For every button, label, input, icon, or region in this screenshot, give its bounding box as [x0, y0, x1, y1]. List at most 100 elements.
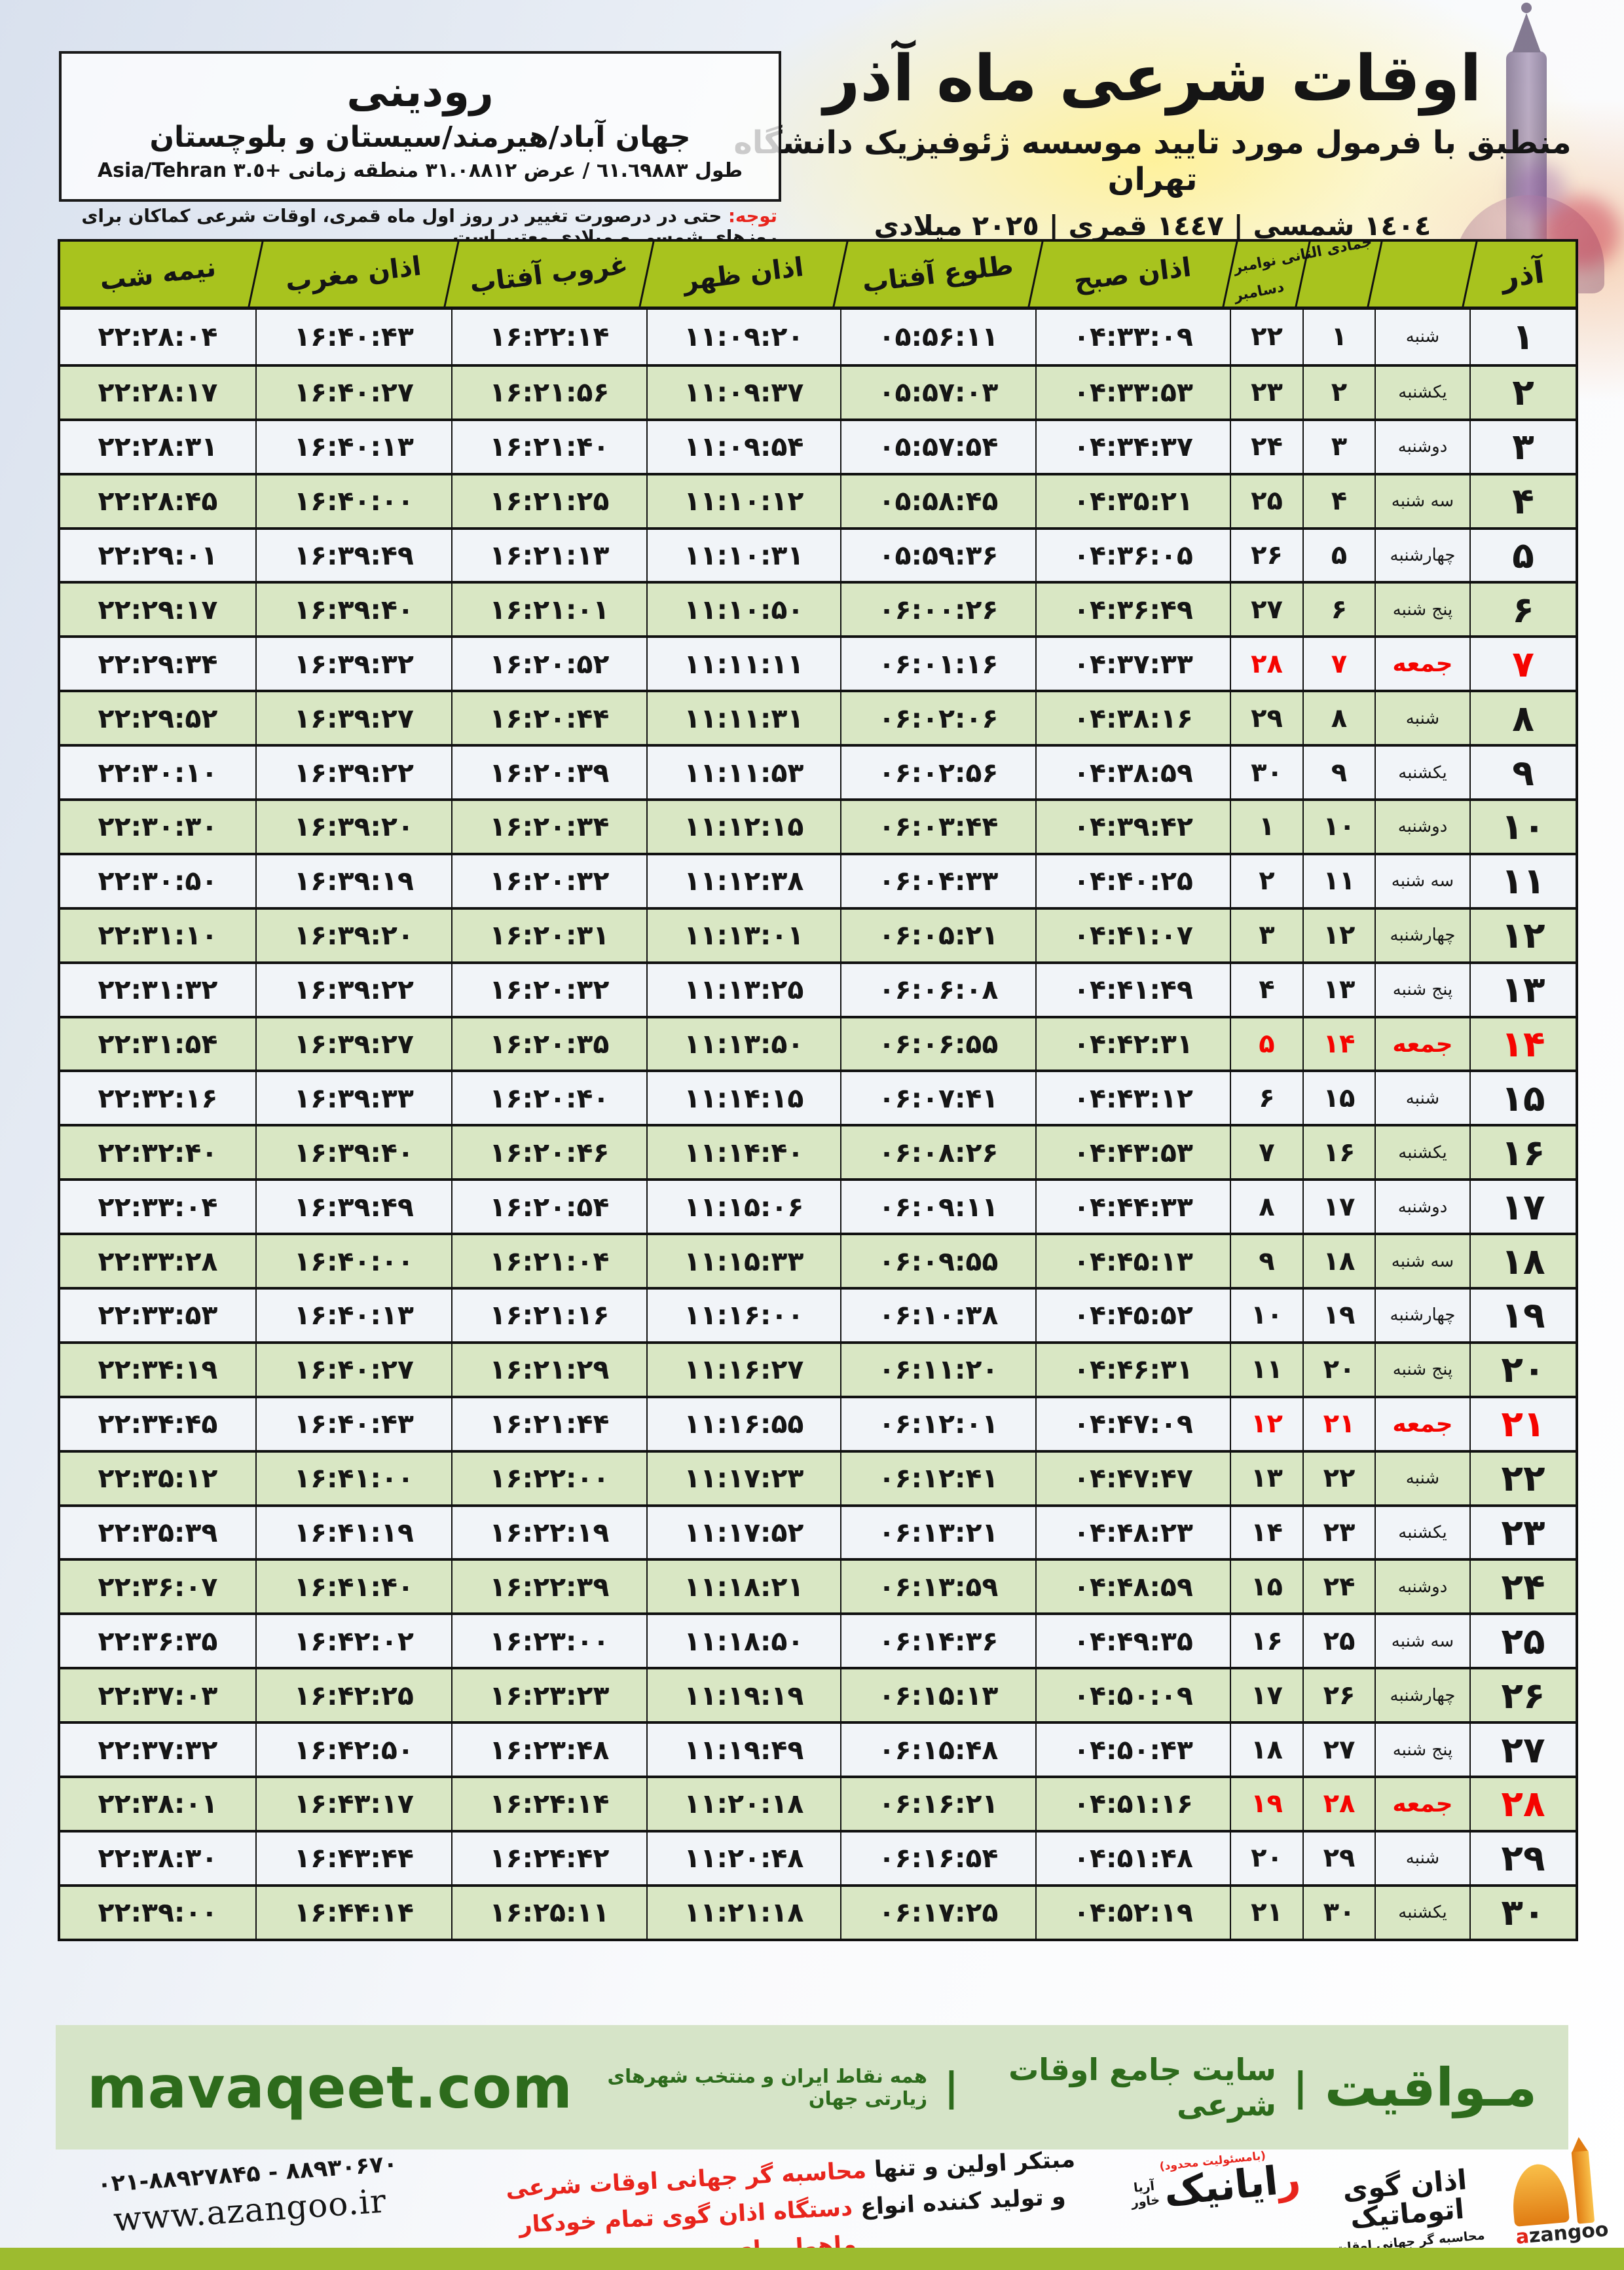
cell-gregorian-day: ۱۲	[1230, 1398, 1302, 1450]
table-row: ۲۲:۳۸:۳۰ ۱۶:۴۳:۴۴ ۱۶:۲۴:۴۲ ۱۱:۲۰:۴۸ ۰۶:۱…	[60, 1829, 1576, 1884]
cell-morning-azan: ۰۴:۴۶:۳۱	[1035, 1343, 1230, 1396]
cell-gregorian-day: ۱۴	[1230, 1506, 1302, 1559]
cell-sunset: ۱۶:۲۰:۳۵	[451, 1018, 646, 1070]
table-row: ۲۲:۳۷:۰۳ ۱۶:۴۲:۲۵ ۱۶:۲۳:۲۳ ۱۱:۱۹:۱۹ ۰۶:۱…	[60, 1667, 1576, 1722]
cell-weekday: شنبه	[1375, 692, 1469, 745]
page-title: اوقات شرعی ماه آذر	[823, 41, 1482, 115]
cell-midnight: ۲۲:۳۱:۱۰	[98, 920, 218, 952]
cell-midnight: ۲۲:۳۹:۰۰	[98, 1897, 218, 1929]
cell-noon-azan: ۱۱:۱۰:۳۱	[646, 529, 840, 582]
cell-midnight: ۲۲:۳۶:۳۵	[98, 1625, 218, 1657]
cell-maghrib-azan: ۱۶:۳۹:۴۰	[255, 1126, 451, 1179]
cell-maghrib-azan: ۱۶:۳۹:۴۹	[255, 1181, 451, 1233]
cell-morning-azan: ۰۴:۵۰:۴۳	[1035, 1724, 1230, 1776]
header-weekday	[1371, 236, 1473, 312]
cell-morning-azan: ۰۴:۴۴:۳۳	[1035, 1181, 1230, 1233]
cell-azar-day: ۲۵	[1469, 1615, 1576, 1667]
cell-gregorian-day: ۳	[1230, 909, 1302, 961]
cell-sunrise: ۰۶:۰۵:۲۱	[840, 909, 1035, 961]
note-text: حتی در درصورت تغییر در روز اول ماه قمری،…	[81, 206, 777, 248]
cell-midnight: ۲۲:۳۲:۱۶	[98, 1082, 218, 1114]
cell-azar-day: ۲۳	[1469, 1506, 1576, 1559]
cell-azar-day: ۳	[1469, 420, 1576, 473]
cell-maghrib-azan: ۱۶:۴۰:۱۳	[255, 420, 451, 473]
table-row: ۲۲:۳۴:۴۵ ۱۶:۴۰:۴۳ ۱۶:۲۱:۴۴ ۱۱:۱۶:۵۵ ۰۶:۱…	[60, 1395, 1576, 1450]
cell-noon-azan: ۱۱:۱۵:۳۳	[646, 1235, 840, 1288]
cell-morning-azan: ۰۴:۴۷:۴۷	[1035, 1452, 1230, 1504]
cell-noon-azan: ۱۱:۱۶:۰۰	[646, 1290, 840, 1341]
cell-weekday: سه شنبه	[1375, 855, 1469, 907]
separator: |	[944, 2064, 959, 2110]
table-row: ۲۲:۲۸:۱۷ ۱۶:۴۰:۲۷ ۱۶:۲۱:۵۶ ۱۱:۰۹:۳۷ ۰۵:۵…	[60, 363, 1576, 419]
cell-sunset: ۱۶:۲۱:۰۱	[451, 584, 646, 636]
cell-gregorian-day: ۲۳	[1230, 366, 1302, 419]
cell-azar-day: ۱۵	[1469, 1072, 1576, 1125]
cell-sunrise: ۰۶:۱۵:۴۸	[840, 1724, 1035, 1776]
cell-weekday: یکشنبه	[1375, 366, 1469, 419]
cell-hijri-day: ۲۲	[1302, 1452, 1375, 1504]
cell-maghrib-azan: ۱۶:۳۹:۲۰	[255, 801, 451, 853]
rayanik-subname: آریا خاور	[1130, 2178, 1161, 2210]
cell-gregorian-day: ۵	[1230, 1018, 1302, 1070]
cell-morning-azan: ۰۴:۳۴:۳۷	[1035, 420, 1230, 473]
cell-sunrise: ۰۶:۱۲:۴۱	[840, 1452, 1035, 1504]
table-row: ۲۲:۲۹:۱۷ ۱۶:۳۹:۴۰ ۱۶:۲۱:۰۱ ۱۱:۱۰:۵۰ ۰۶:۰…	[60, 581, 1576, 636]
cell-hijri-day: ۶	[1302, 584, 1375, 636]
cell-azar-day: ۱	[1469, 310, 1576, 364]
table-row: ۲۲:۳۳:۰۴ ۱۶:۳۹:۴۹ ۱۶:۲۰:۵۴ ۱۱:۱۵:۰۶ ۰۶:۰…	[60, 1178, 1576, 1233]
cell-hijri-day: ۱۰	[1302, 801, 1375, 853]
cell-morning-azan: ۰۴:۳۸:۱۶	[1035, 692, 1230, 745]
cell-weekday: چهارشنبه	[1375, 909, 1469, 961]
cell-hijri-day: ۲۶	[1302, 1669, 1375, 1722]
cell-sunrise: ۰۶:۱۷:۲۵	[840, 1886, 1035, 1939]
cell-midnight: ۲۲:۳۱:۳۲	[98, 974, 218, 1006]
header-midnight: نیمه شب	[98, 251, 218, 297]
cell-gregorian-day: ۲۹	[1230, 692, 1302, 745]
cell-hijri-day: ۴	[1302, 475, 1375, 527]
cell-azar-day: ۲۰	[1469, 1343, 1576, 1396]
cell-noon-azan: ۱۱:۰۹:۲۰	[646, 310, 840, 364]
header-sunrise: طلوع آفتاب	[860, 250, 1015, 299]
cell-gregorian-day: ۱۹	[1230, 1778, 1302, 1830]
cell-hijri-day: ۲۷	[1302, 1724, 1375, 1776]
cell-sunset: ۱۶:۲۱:۰۴	[451, 1235, 646, 1288]
cell-azar-day: ۶	[1469, 584, 1576, 636]
cell-hijri-day: ۲۴	[1302, 1561, 1375, 1613]
cell-sunrise: ۰۶:۰۲:۰۶	[840, 692, 1035, 745]
cell-midnight: ۲۲:۳۶:۰۷	[98, 1571, 218, 1603]
cell-noon-azan: ۱۱:۱۰:۱۲	[646, 475, 840, 527]
cell-midnight: ۲۲:۳۳:۰۴	[98, 1191, 218, 1223]
cell-azar-day: ۷	[1469, 638, 1576, 690]
cell-sunset: ۱۶:۲۰:۳۹	[451, 747, 646, 799]
cell-midnight: ۲۲:۳۴:۱۹	[98, 1354, 218, 1386]
cell-sunrise: ۰۶:۰۸:۲۶	[840, 1126, 1035, 1179]
table-row: ۲۲:۳۵:۳۹ ۱۶:۴۱:۱۹ ۱۶:۲۲:۱۹ ۱۱:۱۷:۵۲ ۰۶:۱…	[60, 1504, 1576, 1559]
cell-weekday: شنبه	[1375, 1452, 1469, 1504]
mavaqeet-coverage: همه نقاط ایران و منتخب شهرهای زیارتی جها…	[607, 2065, 928, 2110]
cell-gregorian-day: ۱۰	[1230, 1290, 1302, 1341]
cell-sunrise: ۰۶:۰۶:۰۸	[840, 963, 1035, 1016]
masthead: اوقات شرعی ماه آذر منطبق با فرمول مورد ت…	[720, 34, 1585, 242]
cell-azar-day: ۱۴	[1469, 1018, 1576, 1070]
mavaqeet-brand: مـواقیت	[1324, 2056, 1537, 2118]
cell-midnight: ۲۲:۲۹:۱۷	[98, 593, 218, 625]
cell-gregorian-day: ۷	[1230, 1126, 1302, 1179]
table-row: ۲۲:۳۲:۴۰ ۱۶:۳۹:۴۰ ۱۶:۲۰:۴۶ ۱۱:۱۴:۴۰ ۰۶:۰…	[60, 1124, 1576, 1179]
cell-midnight: ۲۲:۳۱:۵۴	[98, 1028, 218, 1060]
cell-sunset: ۱۶:۲۰:۴۶	[451, 1126, 646, 1179]
cell-midnight: ۲۲:۲۸:۰۴	[98, 321, 218, 353]
cell-gregorian-day: ۲۱	[1230, 1886, 1302, 1939]
cell-sunrise: ۰۶:۱۶:۵۴	[840, 1832, 1035, 1884]
cell-noon-azan: ۱۱:۱۲:۱۵	[646, 801, 840, 853]
cell-noon-azan: ۱۱:۱۳:۲۵	[646, 963, 840, 1016]
cell-maghrib-azan: ۱۶:۴۰:۰۰	[255, 475, 451, 527]
cell-midnight: ۲۲:۲۹:۰۱	[98, 540, 218, 571]
cell-midnight: ۲۲:۲۸:۴۵	[98, 485, 218, 517]
cell-midnight: ۲۲:۳۸:۳۰	[98, 1842, 218, 1874]
cell-hijri-day: ۱۹	[1302, 1290, 1375, 1341]
cell-sunset: ۱۶:۲۳:۲۳	[451, 1669, 646, 1722]
cell-hijri-day: ۲۱	[1302, 1398, 1375, 1450]
cell-gregorian-day: ۴	[1230, 963, 1302, 1016]
cell-morning-azan: ۰۴:۵۱:۴۸	[1035, 1832, 1230, 1884]
cell-sunset: ۱۶:۲۰:۳۲	[451, 855, 646, 907]
